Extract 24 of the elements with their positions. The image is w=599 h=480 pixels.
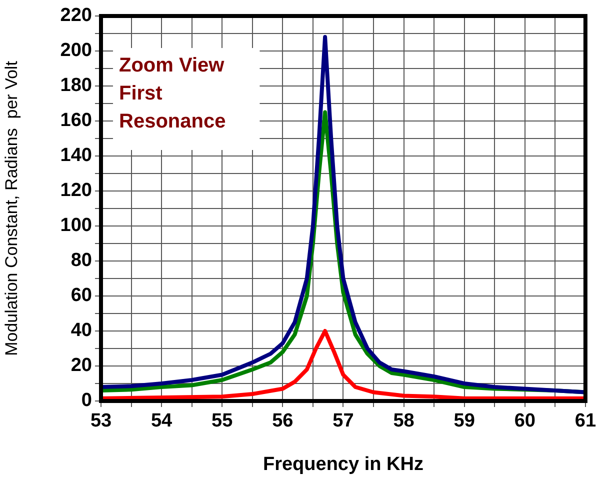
x-axis-title: Frequency in KHz: [262, 454, 424, 475]
y-tick-label: 100: [60, 215, 92, 236]
x-tick-label: 53: [90, 410, 112, 432]
annotation: Zoom View First Resonance: [119, 54, 226, 133]
x-tick-label: 56: [272, 410, 294, 432]
x-tick-label: 54: [150, 410, 173, 432]
y-tick-label: 140: [60, 145, 92, 166]
y-tick-label: 20: [70, 355, 92, 376]
x-tick-label: 58: [393, 410, 414, 432]
y-tick-label: 120: [60, 180, 92, 202]
y-axis-title: Modulation Constant, Radians per Volt: [2, 60, 21, 356]
y-tick-label: 180: [60, 75, 92, 96]
y-tick-label: 200: [60, 40, 92, 62]
x-tick-label: 55: [212, 410, 234, 432]
x-tick-label: 61: [574, 410, 596, 432]
y-tick-label: 0: [81, 390, 92, 412]
y-tick-label: 60: [70, 285, 92, 306]
y-tick-label: 220: [60, 5, 92, 26]
x-tick-label: 59: [454, 410, 475, 432]
y-tick-label: 80: [70, 250, 92, 272]
y-tick-label: 40: [70, 320, 92, 342]
x-tick-label: 60: [514, 410, 536, 432]
y-tick-label: 160: [60, 110, 92, 132]
x-tick-label: 57: [332, 410, 354, 432]
